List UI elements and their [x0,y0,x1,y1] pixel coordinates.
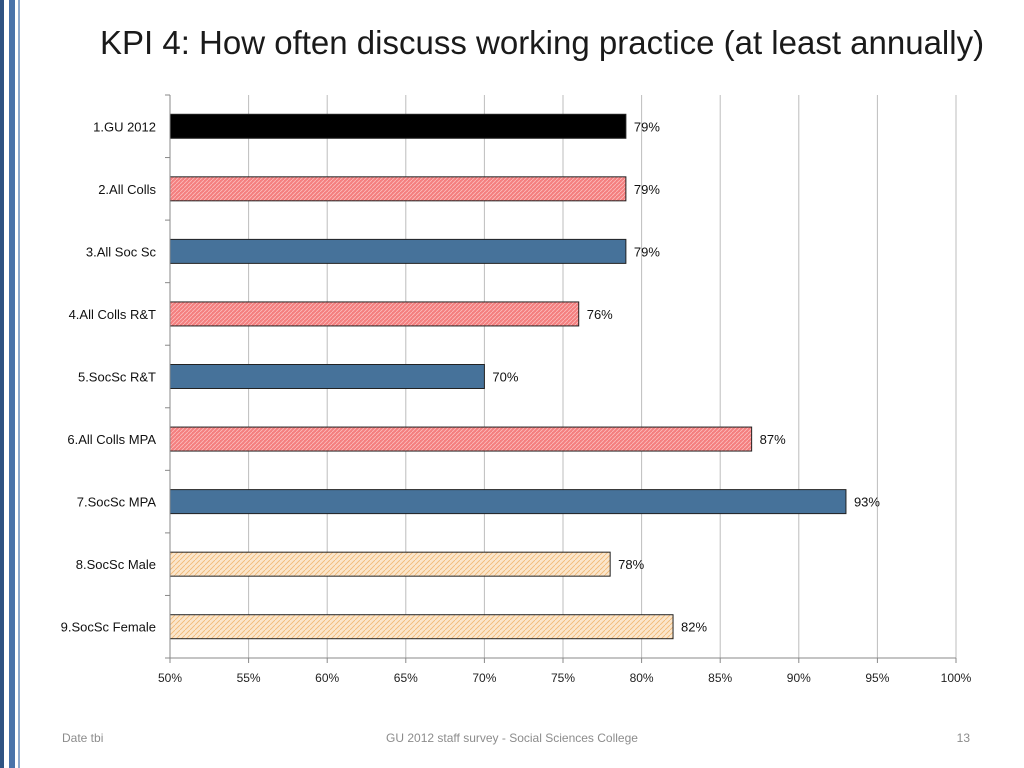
sidebar-stripe-light [18,0,20,768]
x-tick-label: 100% [941,671,972,685]
data-label: 70% [492,370,518,385]
sidebar-stripe-mid [9,0,15,768]
data-label: 93% [854,495,880,510]
x-tick-label: 60% [315,671,339,685]
bar [169,301,580,327]
data-label: 79% [634,182,660,197]
data-label: 79% [634,119,660,134]
x-tick-label: 90% [787,671,811,685]
bar [169,176,627,202]
category-label: 5.SocSc R&T [78,370,156,385]
bar [169,113,627,139]
category-label: 6.All Colls MPA [67,432,156,447]
bar [169,426,753,452]
page-number: 13 [956,731,970,745]
data-label: 82% [681,620,707,635]
bar [169,364,485,389]
slide-title: KPI 4: How often discuss working practic… [100,24,985,61]
x-tick-label: 70% [472,671,496,685]
bar [169,489,847,515]
category-label: 3.All Soc Sc [86,244,157,259]
data-label: 78% [618,557,644,572]
sidebar-stripe-dark [0,0,4,768]
x-tick-label: 95% [865,671,889,685]
x-tick-label: 85% [708,671,732,685]
category-label: 1.GU 2012 [93,119,156,134]
x-tick-label: 50% [158,671,182,685]
data-label: 76% [587,307,613,322]
data-label: 79% [634,244,660,259]
bar [169,551,611,577]
footer-source: GU 2012 staff survey - Social Sciences C… [386,731,638,745]
x-tick-label: 55% [237,671,261,685]
bar [169,238,627,264]
bar [169,614,674,640]
x-tick-label: 75% [551,671,575,685]
data-label: 87% [760,432,786,447]
category-label: 4.All Colls R&T [69,307,156,322]
category-label: 7.SocSc MPA [77,495,157,510]
footer-date: Date tbi [62,731,104,745]
category-label: 8.SocSc Male [76,557,156,572]
x-tick-label: 80% [630,671,654,685]
category-label: 9.SocSc Female [61,620,156,635]
category-label: 2.All Colls [98,182,156,197]
x-tick-label: 65% [394,671,418,685]
